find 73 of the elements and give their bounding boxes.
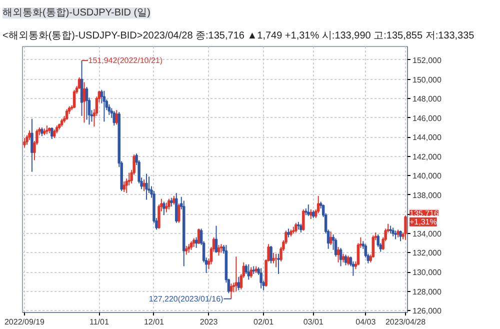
x-tick-label: 2023/04/28 xyxy=(385,318,426,326)
y-tick-label: 146,000 xyxy=(412,114,442,123)
y-tick-label: 128,000 xyxy=(412,287,442,296)
y-tick-label: 144,000 xyxy=(412,133,442,142)
candlestick xyxy=(247,264,250,280)
candlestick xyxy=(234,256,238,292)
x-tick-label: 2023 xyxy=(200,318,218,326)
y-tick-label: 148,000 xyxy=(412,94,442,104)
chart-title: 해외통화(통합)-USDJPY-BID (일) xyxy=(2,8,150,18)
annotation: 151,942(2022/10/21) xyxy=(88,56,163,66)
x-tick-label: 04/03 xyxy=(356,318,376,326)
candlestick xyxy=(26,134,28,146)
y-tick-label: 142,000 xyxy=(412,152,442,162)
candlestick xyxy=(310,208,312,220)
candlestick xyxy=(404,215,407,240)
candlestick xyxy=(250,266,252,278)
y-tick-label: 152,000 xyxy=(412,56,442,65)
text: 135,716 xyxy=(410,208,439,218)
candlestick xyxy=(272,252,275,264)
candlestick xyxy=(217,244,220,256)
candlestick xyxy=(82,82,86,124)
x-tick-label: 2022/09/19 xyxy=(4,318,46,326)
candlestick xyxy=(145,173,148,200)
candlestick xyxy=(334,238,338,258)
candlestick xyxy=(270,246,272,264)
candlestick xyxy=(399,230,402,242)
candlestick xyxy=(122,180,126,193)
candlestick xyxy=(344,254,348,266)
candlestick xyxy=(115,110,118,126)
y-tick-label: 130,000 xyxy=(412,268,442,278)
candlestick xyxy=(23,138,26,148)
candlestick xyxy=(372,234,375,258)
candlestick xyxy=(85,86,88,120)
candlestick xyxy=(50,126,54,140)
candlestick xyxy=(339,247,342,267)
candlestick xyxy=(194,236,198,248)
candlestick xyxy=(112,110,116,126)
y-tick-label: 126,000 xyxy=(412,306,442,316)
candlestick xyxy=(162,201,166,216)
candlestick xyxy=(30,118,34,172)
y-tick-label: 138,000 xyxy=(412,190,442,200)
candlestick xyxy=(316,195,320,214)
candlestick xyxy=(237,276,240,291)
candlestick xyxy=(329,231,332,246)
y-tick-label: 140,000 xyxy=(412,172,442,181)
candlestick xyxy=(336,246,340,263)
candlestick xyxy=(178,203,180,224)
candlestick xyxy=(294,222,298,234)
candlestick xyxy=(165,202,168,213)
candlestick xyxy=(260,268,262,289)
candlestick xyxy=(197,228,200,245)
x-tick-label: 03/01 xyxy=(303,318,324,326)
candlestick xyxy=(80,60,84,116)
x-tick-label: 12/01 xyxy=(144,318,165,326)
text: +1,31% xyxy=(410,217,437,226)
candlestick xyxy=(108,104,111,116)
candlestick xyxy=(214,225,218,254)
annotation: 127,220(2023/01/16) xyxy=(148,294,224,304)
chart-subtitle: <해외통화(통합)-USDJPY-BID>2023/04/28 종:135,716 ▲1,749 +1,31% 시:133,990 고:135,855 저:133,335 xyxy=(2,30,475,42)
candlestick xyxy=(72,89,76,109)
y-tick-label: 150,000 xyxy=(412,75,442,84)
candlestick xyxy=(102,90,106,122)
candlestick xyxy=(168,198,170,210)
candlestick xyxy=(302,208,305,232)
candlestick xyxy=(277,253,280,274)
candlestick xyxy=(230,283,233,300)
x-tick-label: 02/01 xyxy=(254,318,274,326)
candlestick xyxy=(346,255,350,266)
candlestick xyxy=(78,76,81,90)
candlestick xyxy=(175,192,178,224)
x-tick-label: 11/01 xyxy=(89,318,110,326)
y-tick-label: 134,000 xyxy=(412,229,442,238)
y-tick-label: 132,000 xyxy=(412,248,442,258)
